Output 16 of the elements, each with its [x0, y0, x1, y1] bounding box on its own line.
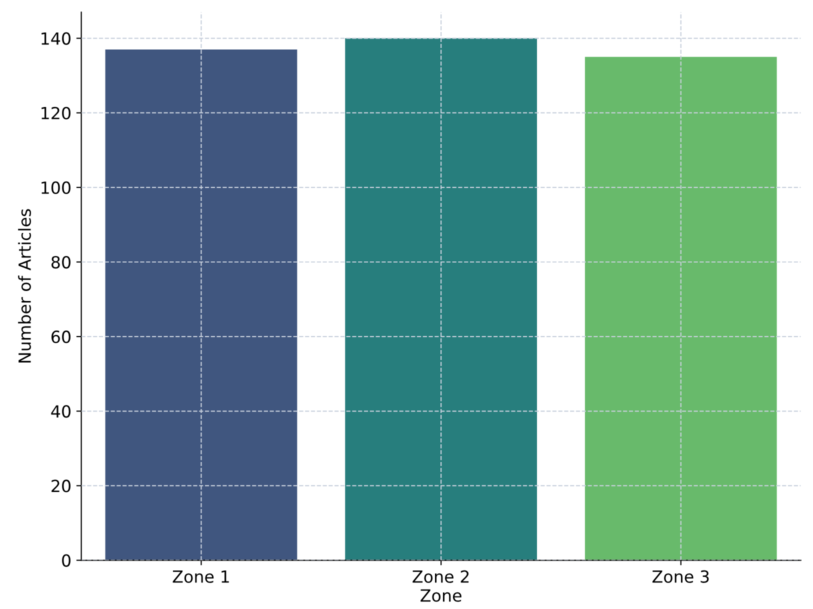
bar: [345, 38, 537, 560]
x-tick-label: Zone 3: [652, 570, 709, 583]
x-axis-title: Zone: [420, 589, 462, 602]
y-tick-label: 100: [42, 181, 70, 194]
y-tick-label: 80: [52, 256, 70, 269]
y-tick-label: 60: [52, 330, 70, 344]
x-tick-label: Zone 1: [172, 570, 229, 583]
bar: [584, 56, 777, 560]
y-tick-label: 0: [62, 554, 70, 567]
y-tick-label: 140: [42, 32, 70, 45]
y-tick-label: 20: [52, 480, 70, 492]
y-tick-label: 120: [42, 106, 70, 120]
bar: [105, 49, 298, 560]
x-tick-label: Zone 2: [412, 570, 469, 583]
y-tick-label: 40: [51, 405, 70, 418]
y-axis-title: Number of Articles: [18, 209, 31, 362]
